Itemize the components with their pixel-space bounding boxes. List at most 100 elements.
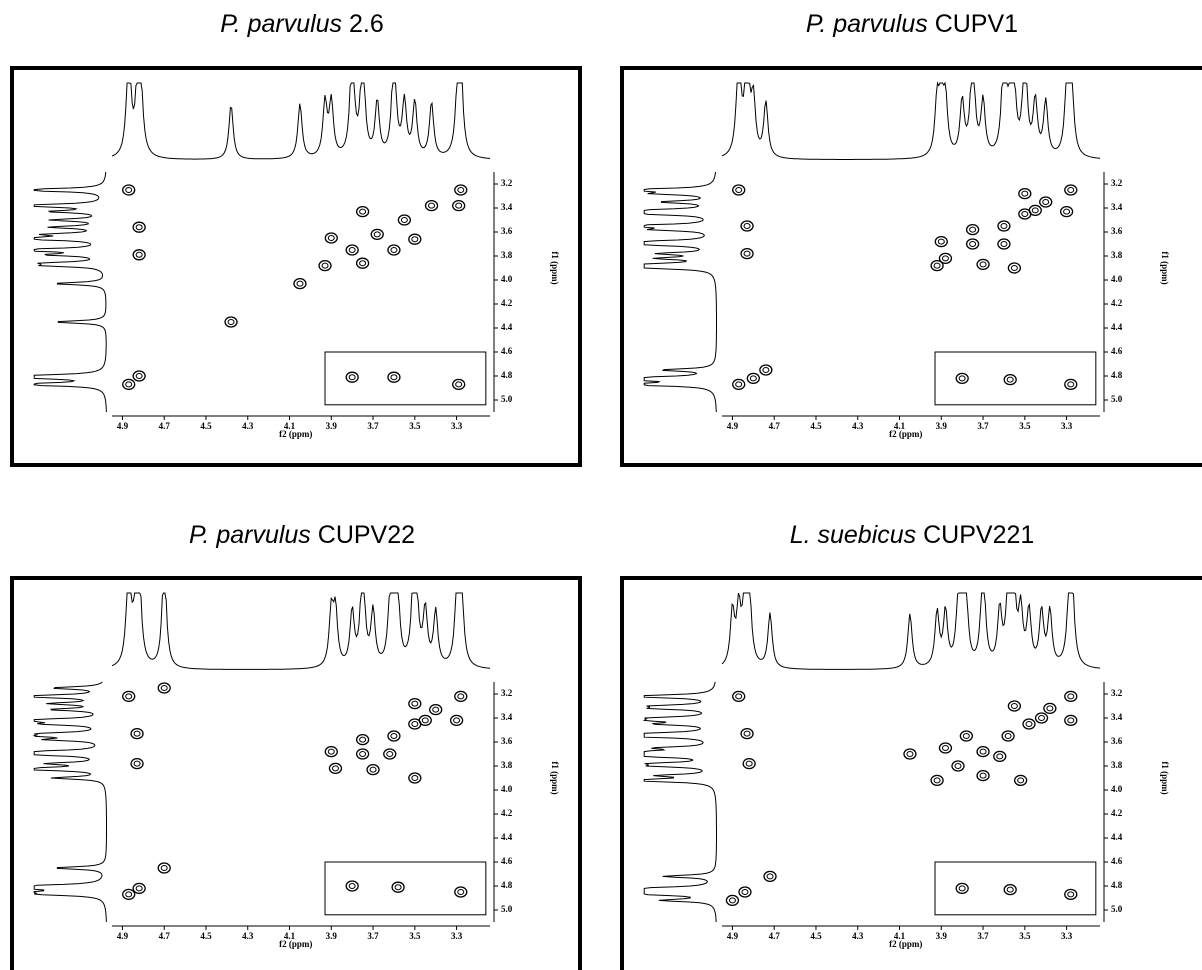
- y-tick-label: 5.0: [501, 394, 513, 404]
- peak-inner: [369, 766, 377, 773]
- peak: [732, 690, 746, 703]
- x-tick-label: 4.5: [810, 931, 822, 941]
- peak-inner: [160, 865, 168, 871]
- peak: [1034, 712, 1049, 724]
- peak-inner: [749, 375, 757, 382]
- x-tick-label: 3.3: [1061, 421, 1073, 431]
- projection-f2: [111, 82, 491, 160]
- x-tick-label: 4.1: [894, 931, 906, 941]
- peak-inner: [933, 777, 941, 784]
- peak-inner: [1063, 208, 1071, 215]
- peak-inner: [728, 897, 736, 904]
- x-tick-label: 3.3: [1061, 931, 1073, 941]
- panel-frame: [620, 576, 1202, 970]
- peak: [324, 232, 338, 244]
- peak: [930, 774, 944, 787]
- peak: [387, 371, 401, 383]
- y-tick-label: 3.2: [1111, 688, 1123, 698]
- peak-inner: [390, 374, 398, 381]
- panel-frame: [10, 66, 582, 467]
- y-tick-label: 4.0: [501, 784, 513, 794]
- peak-inner: [743, 730, 751, 737]
- peak: [345, 244, 359, 256]
- peak: [938, 252, 953, 265]
- peak-inner: [227, 319, 235, 325]
- peak: [454, 886, 468, 898]
- x-tick-label: 4.1: [284, 931, 296, 941]
- peak: [355, 257, 370, 269]
- peak: [130, 757, 144, 770]
- peak: [903, 748, 917, 760]
- peak: [132, 370, 146, 382]
- peak-inner: [743, 250, 751, 257]
- peak: [324, 745, 338, 758]
- x-tick-label: 3.5: [409, 931, 421, 941]
- y-tick-label: 4.0: [1111, 274, 1123, 284]
- x-tick-label: 3.9: [936, 931, 948, 941]
- y-tick-label: 4.8: [1111, 880, 1123, 890]
- x-tick-label: 3.7: [367, 421, 379, 431]
- peak: [122, 378, 136, 391]
- peak: [132, 249, 146, 261]
- peak-inner: [941, 745, 949, 751]
- y-axis-label: f1 (ppm): [1160, 761, 1170, 794]
- peak: [345, 371, 359, 383]
- peak: [1007, 700, 1022, 712]
- peak: [1007, 262, 1022, 274]
- y-tick-label: 5.0: [501, 904, 513, 914]
- peak-inner: [996, 753, 1004, 760]
- peak-inner: [1067, 693, 1075, 700]
- peak-inner: [979, 261, 987, 268]
- peak-inner: [954, 763, 962, 769]
- peak-inner: [321, 262, 329, 269]
- y-tick-label: 4.8: [1111, 370, 1123, 380]
- y-tick-label: 4.4: [1111, 322, 1123, 332]
- peak-inner: [969, 241, 977, 247]
- x-tick-label: 4.9: [117, 421, 129, 431]
- projection-f2: [721, 592, 1101, 670]
- y-tick-label: 4.6: [501, 346, 513, 356]
- inset-box: [324, 351, 487, 406]
- peak: [130, 727, 144, 740]
- y-tick-label: 3.4: [501, 202, 513, 212]
- peak: [976, 258, 990, 271]
- peak: [449, 714, 464, 727]
- peak: [938, 742, 953, 754]
- y-tick-label: 4.0: [1111, 784, 1123, 794]
- peak-inner: [1067, 717, 1075, 724]
- peak-inner: [160, 685, 168, 691]
- peak-inner: [743, 223, 751, 229]
- peak-inner: [979, 748, 987, 755]
- species: P. parvulus: [806, 10, 928, 38]
- peak-inner: [1021, 211, 1029, 217]
- peak-inner: [125, 693, 133, 700]
- peak: [157, 862, 171, 874]
- peak-inner: [979, 772, 987, 779]
- y-tick-label: 3.6: [1111, 226, 1123, 236]
- peak-inner: [359, 260, 367, 267]
- peak-inner: [135, 885, 143, 892]
- peak: [740, 220, 754, 232]
- x-tick-label: 3.5: [1019, 421, 1031, 431]
- strain: CUPV22: [318, 521, 415, 549]
- panel: P. parvulus 2.6 4.9 4.7 4.5 4.3 4.1 3.9 3.7 3.5 3…: [10, 10, 582, 467]
- panel-title: L. suebicus CUPV221: [790, 521, 1035, 549]
- peak-inner: [1021, 190, 1029, 197]
- y-tick-label: 3.2: [501, 688, 513, 698]
- peak: [1003, 883, 1017, 896]
- peak-inner: [359, 751, 367, 757]
- y-tick-label: 4.4: [501, 832, 513, 842]
- peak: [383, 748, 397, 760]
- peak: [157, 682, 171, 694]
- panel-title: P. parvulus CUPV22: [189, 521, 415, 549]
- x-tick-label: 3.3: [451, 421, 463, 431]
- peak-inner: [741, 889, 749, 895]
- peak: [934, 235, 948, 248]
- peak: [224, 316, 238, 328]
- peak-inner: [1025, 721, 1033, 727]
- peak-inner: [1000, 223, 1008, 229]
- peak-inner: [1010, 265, 1018, 271]
- peak-inner: [969, 226, 977, 233]
- panel-frame: [10, 576, 582, 970]
- peak: [976, 769, 990, 782]
